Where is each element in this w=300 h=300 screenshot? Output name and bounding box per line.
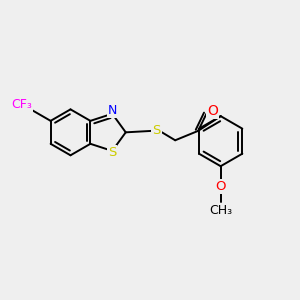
Text: CH₃: CH₃ — [209, 204, 232, 217]
Text: O: O — [207, 104, 218, 118]
Text: S: S — [108, 146, 116, 159]
Text: O: O — [215, 180, 226, 193]
Text: S: S — [152, 124, 160, 137]
Text: N: N — [107, 104, 117, 117]
Text: CF₃: CF₃ — [12, 98, 32, 111]
